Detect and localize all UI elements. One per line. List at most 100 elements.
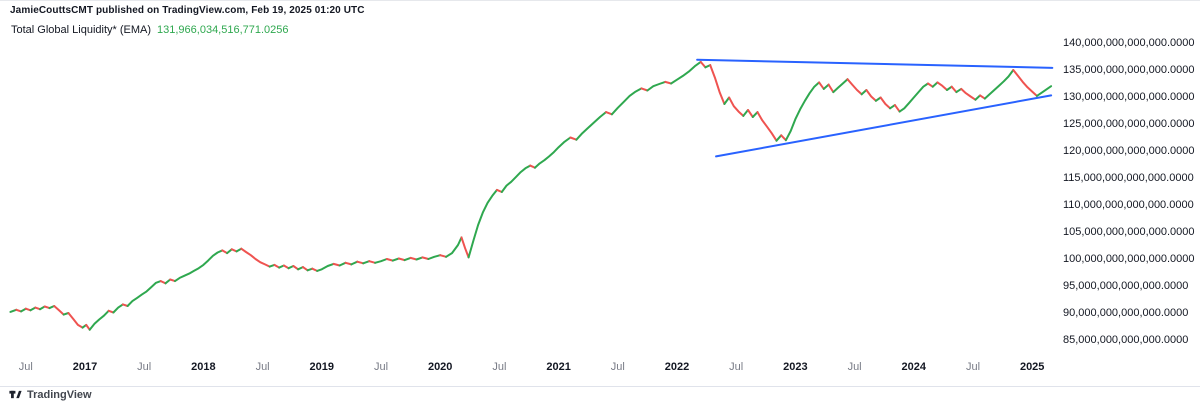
footer-bar: TradingView xyxy=(0,386,1200,401)
price-line-segment xyxy=(860,89,868,96)
price-line-segment xyxy=(575,111,607,141)
x-axis-label: 2024 xyxy=(901,361,927,373)
price-line-segment xyxy=(670,60,702,85)
price-line-segment xyxy=(316,262,335,272)
price-line-segment xyxy=(827,83,835,94)
price-line-segment xyxy=(533,136,572,169)
price-line-segment xyxy=(88,309,110,331)
price-line-segment xyxy=(865,89,877,102)
price-line-segment xyxy=(460,236,470,259)
price-line-segment xyxy=(439,254,448,258)
price-line-segment xyxy=(742,109,749,117)
price-line-segment xyxy=(974,94,982,101)
price-line-segment xyxy=(374,258,388,264)
price-line-segment xyxy=(445,236,463,258)
tradingview-brand[interactable]: TradingView xyxy=(27,388,92,401)
price-line-segment xyxy=(728,96,745,117)
price-line-segment xyxy=(640,87,649,92)
price-line-segment xyxy=(960,87,977,101)
price-line-segment xyxy=(1035,85,1053,97)
price-line-segment xyxy=(126,280,162,307)
x-axis: Jul 2017 Jul 2018 Jul 2019 Jul 2020 Jul 2021 Jul 20… xyxy=(0,359,1060,376)
price-line-segment xyxy=(338,261,347,267)
x-axis-label: Jul xyxy=(610,361,625,373)
tradingview-logo-icon[interactable] xyxy=(9,388,22,401)
price-line-segment xyxy=(605,111,613,116)
price-line-segment xyxy=(344,261,353,266)
price-line-segment xyxy=(391,257,400,262)
price-line-segment xyxy=(67,312,84,329)
price-line-segment xyxy=(664,80,673,85)
price-line-segment xyxy=(751,111,759,118)
price-line-segment xyxy=(467,188,498,259)
x-axis-label: 2020 xyxy=(427,361,453,373)
x-axis-label: 2022 xyxy=(664,361,690,373)
x-axis-label: 2025 xyxy=(1019,361,1045,373)
price-line-segment xyxy=(747,109,754,118)
price-line-segment xyxy=(385,258,394,262)
price-line-segment xyxy=(832,78,849,94)
price-line-segment xyxy=(368,260,377,264)
x-axis-label: Jul xyxy=(137,361,152,373)
series-title: Total Global Liquidity* (EMA) xyxy=(11,24,152,36)
price-line-segment xyxy=(421,256,430,260)
price-line-segment xyxy=(362,260,371,265)
price-line-segment xyxy=(898,82,929,113)
price-line-segment xyxy=(397,257,406,262)
x-axis-label: 2019 xyxy=(309,361,335,373)
price-line-segment xyxy=(818,81,825,90)
x-axis-label: Jul xyxy=(18,361,33,373)
upper-wedge-line[interactable] xyxy=(696,58,1054,69)
price-line-segment xyxy=(646,80,667,92)
price-line-segment xyxy=(784,81,821,142)
x-axis-label: Jul xyxy=(965,361,981,373)
price-line-segment xyxy=(709,64,726,105)
x-axis-label: 2021 xyxy=(546,361,571,373)
price-line-segment xyxy=(756,111,778,142)
x-axis-label: Jul xyxy=(847,361,862,373)
price-line-segment xyxy=(846,78,863,96)
price-line-segment xyxy=(500,164,532,193)
price-line-segment xyxy=(240,247,271,268)
x-axis-label: 2023 xyxy=(783,361,808,373)
price-line-segment xyxy=(983,69,1015,100)
price-line-segment xyxy=(415,256,424,261)
price-line-segment xyxy=(403,256,412,262)
x-axis-label: 2018 xyxy=(191,361,216,373)
price-line-segment xyxy=(569,136,578,141)
x-axis-label: Jul xyxy=(373,361,389,373)
price-line-segment xyxy=(356,260,365,265)
price-line-segment xyxy=(723,96,731,105)
price-line-segment xyxy=(893,104,901,113)
price-line-segment xyxy=(164,278,172,285)
chart-legend[interactable]: Total Global Liquidity* (EMA) 131,966,03… xyxy=(11,24,289,36)
price-line-segment xyxy=(409,256,418,261)
lower-wedge-line[interactable] xyxy=(715,94,1053,158)
price-line-segment xyxy=(931,81,939,88)
price-line-segment xyxy=(174,249,224,283)
price-line-segment xyxy=(1012,69,1038,97)
price-line-segment xyxy=(775,134,783,142)
x-axis-label: 2017 xyxy=(72,361,98,373)
price-line-segment xyxy=(936,81,948,91)
price-line-segment xyxy=(780,134,787,142)
series-value: 131,966,034,516,771.0256 xyxy=(157,24,289,36)
x-axis-label: Jul xyxy=(492,361,507,373)
price-line-segment xyxy=(226,248,233,255)
x-axis-label: Jul xyxy=(729,361,744,373)
price-line-segment xyxy=(112,303,124,314)
price-line-segment xyxy=(879,96,892,110)
price-line-segment xyxy=(427,254,442,260)
price-line-segment xyxy=(350,260,359,266)
publish-header: JamieCouttsCMT published on TradingView.… xyxy=(10,5,365,16)
price-line-segment xyxy=(53,305,65,316)
price-line-segment xyxy=(610,87,643,116)
price-line-segment xyxy=(332,262,341,267)
x-axis-label: Jul xyxy=(255,361,270,373)
price-line-segment xyxy=(950,85,958,94)
price-line-segment xyxy=(9,308,18,313)
price-line-segment xyxy=(699,60,707,69)
price-line-segment xyxy=(822,83,830,90)
